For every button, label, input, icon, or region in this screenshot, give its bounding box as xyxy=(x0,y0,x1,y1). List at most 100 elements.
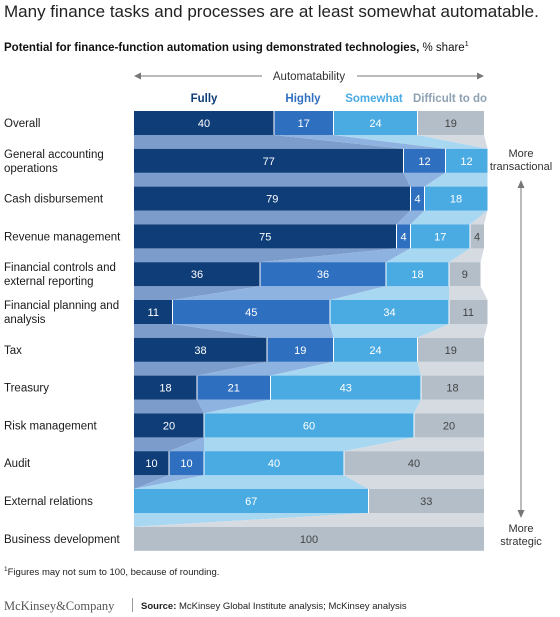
data-label: 77 xyxy=(263,156,275,168)
category-label: External relations xyxy=(4,496,93,508)
connector-band xyxy=(134,399,204,414)
connector-band xyxy=(330,324,449,338)
data-label: 34 xyxy=(383,307,395,319)
bar-segment-fully xyxy=(134,148,404,173)
category-label: Cash disbursement xyxy=(4,194,104,206)
bar-segment-somewhat xyxy=(333,337,418,362)
bar-segment-somewhat xyxy=(270,375,421,400)
connector-band xyxy=(417,361,484,376)
connector-band xyxy=(134,324,267,338)
connector-band xyxy=(344,475,484,489)
bar-segment-difficult-to-do xyxy=(417,337,484,362)
bar-segment-difficult-to-do xyxy=(344,451,484,476)
data-label: 19 xyxy=(445,118,457,130)
side-arrowhead-down xyxy=(517,510,525,518)
data-label: 18 xyxy=(411,269,423,281)
subtitle-note-marker: 1 xyxy=(464,41,469,48)
data-label: 18 xyxy=(450,194,462,206)
connector-band xyxy=(172,324,334,338)
connector-band xyxy=(134,135,404,149)
data-label: 79 xyxy=(266,194,278,206)
bar-segment-somewhat xyxy=(204,451,344,476)
connector-band xyxy=(134,172,411,187)
side-arrowhead-up xyxy=(517,180,525,188)
connector-band xyxy=(134,361,267,376)
connector-band xyxy=(204,437,414,452)
bar-segment-difficult-to-do xyxy=(421,375,484,400)
connector-band xyxy=(417,135,488,149)
category-label: Overall xyxy=(4,118,40,130)
category-label: Audit xyxy=(4,458,31,470)
connector-band xyxy=(330,286,449,300)
connector-band xyxy=(470,210,488,225)
footnote-marker: 1 xyxy=(4,566,8,573)
data-label: 24 xyxy=(369,345,381,357)
connector-band xyxy=(410,210,488,225)
bar-segment-difficult-to-do xyxy=(449,300,488,324)
bar-segment-somewhat xyxy=(410,224,470,249)
bar-segment-fully xyxy=(134,300,173,324)
bar-segment-highly xyxy=(172,300,330,324)
legend-label: Highly xyxy=(285,93,321,105)
category-label: Risk management xyxy=(4,420,97,432)
arrowhead-right xyxy=(477,72,484,80)
legend-label: Fully xyxy=(191,93,218,105)
bar-segment-highly xyxy=(396,224,411,249)
data-label: 9 xyxy=(462,269,468,281)
connector-band xyxy=(403,172,446,187)
bar-segment-difficult-to-do xyxy=(449,262,481,287)
source-text: McKinsey Global Institute analysis; McKi… xyxy=(179,601,407,612)
subtitle-unit: % share xyxy=(422,41,465,54)
data-label: 12 xyxy=(460,156,472,168)
source-label: Source: xyxy=(141,601,177,612)
connector-band xyxy=(134,513,369,527)
connector-band xyxy=(344,437,484,452)
automation-chart: 40 17 24 19 77 12 12 79 4 18 75 4 17 4 36 36 18 9 11 45 34 11… xyxy=(4,71,552,551)
footnote-text: Figures may not sum to 100, because of r… xyxy=(7,567,220,579)
data-label: 67 xyxy=(245,496,257,508)
data-label: 45 xyxy=(245,307,257,319)
data-label: 11 xyxy=(148,307,159,319)
connector-band xyxy=(134,210,411,225)
data-label: 20 xyxy=(443,420,455,432)
data-label: 19 xyxy=(445,345,457,357)
data-label: 75 xyxy=(259,231,271,243)
connector-band xyxy=(134,437,204,452)
data-label: 19 xyxy=(294,345,306,357)
data-label: 4 xyxy=(414,194,420,206)
data-label: 40 xyxy=(408,458,420,470)
connector-band xyxy=(197,399,271,414)
data-label: 11 xyxy=(463,307,474,319)
data-label: 4 xyxy=(400,231,406,243)
connector-band xyxy=(134,248,397,263)
category-labels: Overall General accounting operations Cash … xyxy=(4,118,121,546)
bar-segment-highly xyxy=(260,262,386,287)
connector-band xyxy=(449,286,488,300)
connector-band xyxy=(270,361,421,376)
connector-band xyxy=(449,248,484,263)
data-label: 18 xyxy=(159,383,171,395)
bar-segment-fully xyxy=(134,186,411,211)
subtitle-main: Potential for finance-function automatio… xyxy=(4,41,420,54)
data-labels: 40 17 24 19 77 12 12 79 4 18 75 4 17 4 36 36 18 9 11 45 34 11… xyxy=(145,118,480,546)
data-label: 40 xyxy=(268,458,280,470)
connector-bands xyxy=(134,135,488,527)
bar-segment-difficult-to-do xyxy=(368,489,484,513)
bars xyxy=(134,111,488,551)
bar-segment-somewhat xyxy=(330,300,449,324)
data-label: 36 xyxy=(191,269,203,281)
footer-divider xyxy=(132,598,133,612)
source-note: Source: McKinsey Global Institute analys… xyxy=(141,601,407,612)
data-label: 60 xyxy=(303,420,315,432)
bar-segment-fully xyxy=(134,224,397,249)
bar-segment-fully xyxy=(134,111,274,135)
connector-band xyxy=(424,172,488,187)
data-label: 21 xyxy=(228,383,240,395)
data-label: 4 xyxy=(474,231,480,243)
bar-segment-highly xyxy=(169,451,204,476)
brand-logo: McKinsey&Company xyxy=(4,599,115,613)
bar-segment-somewhat xyxy=(424,186,488,211)
data-label: 38 xyxy=(194,345,206,357)
legend-label: Somewhat xyxy=(345,93,403,105)
bar-segment-fully xyxy=(134,451,169,476)
